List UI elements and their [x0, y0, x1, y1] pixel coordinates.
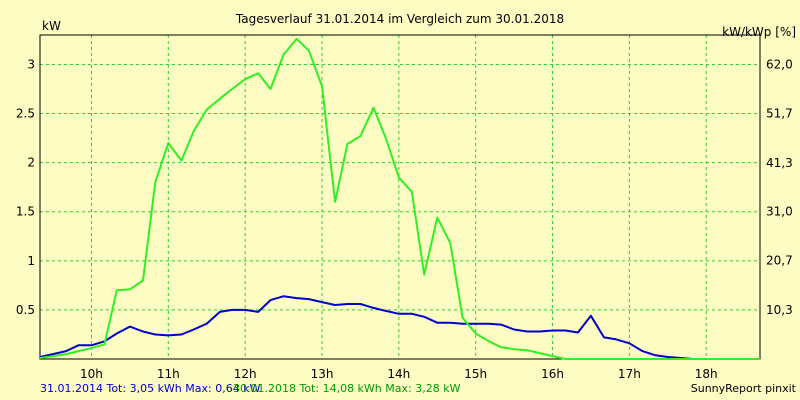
left-axis-ticks: 0.5 1 1.5 2 2.5 3 [16, 57, 35, 316]
y-tick-label-left: 3 [27, 57, 35, 71]
y-tick-label-left: 0.5 [16, 303, 35, 317]
x-tick-label: 13h [311, 367, 334, 381]
y-tick-label-left: 2.5 [16, 107, 35, 121]
chart-title: Tagesverlauf 31.01.2014 im Vergleich zum… [235, 12, 564, 26]
y-tick-label-right: 62,0 [766, 57, 793, 71]
y-tick-label-right: 31,0 [766, 205, 793, 219]
y-tick-label-right: 51,7 [766, 106, 793, 120]
x-tick-label: 11h [157, 367, 180, 381]
x-tick-label: 17h [618, 367, 641, 381]
series-line-2 [39, 37, 760, 360]
footer-series-2-summary: 30.01.2018 Tot: 14,08 kWh Max: 3,28 kW [233, 382, 461, 395]
grid [40, 35, 760, 359]
y-tick-label-left: 1.5 [16, 205, 35, 219]
x-tick-label: 14h [387, 367, 410, 381]
right-axis-label: kW/kWp [%] [722, 25, 796, 39]
series-group [39, 37, 760, 360]
y-tick-label-right: 20,7 [766, 254, 793, 268]
x-tick-label: 18h [695, 367, 718, 381]
plot-frame [39, 34, 761, 360]
right-axis-ticks: 10,3 20,7 31,0 41,3 51,7 62,0 [766, 57, 793, 317]
footer-series-1-summary: 31.01.2014 Tot: 3,05 kWh Max: 0,64 kW [40, 382, 261, 395]
series-line-1 [39, 295, 707, 360]
y-tick-label-left: 2 [27, 156, 35, 170]
y-tick-label-right: 41,3 [766, 156, 793, 170]
left-axis-label: kW [42, 19, 61, 33]
x-tick-label: 12h [234, 367, 257, 381]
x-tick-label: 10h [80, 367, 103, 381]
x-tick-label: 16h [541, 367, 564, 381]
y-tick-label-right: 10,3 [766, 303, 793, 317]
x-tick-label: 15h [464, 367, 487, 381]
y-tick-label-left: 1 [27, 254, 35, 268]
plot-area [40, 35, 760, 359]
footer-source: SunnyReport pinxit [691, 382, 797, 395]
x-axis-ticks: 10h 11h 12h 13h 14h 15h 16h 17h 18h [80, 367, 718, 381]
